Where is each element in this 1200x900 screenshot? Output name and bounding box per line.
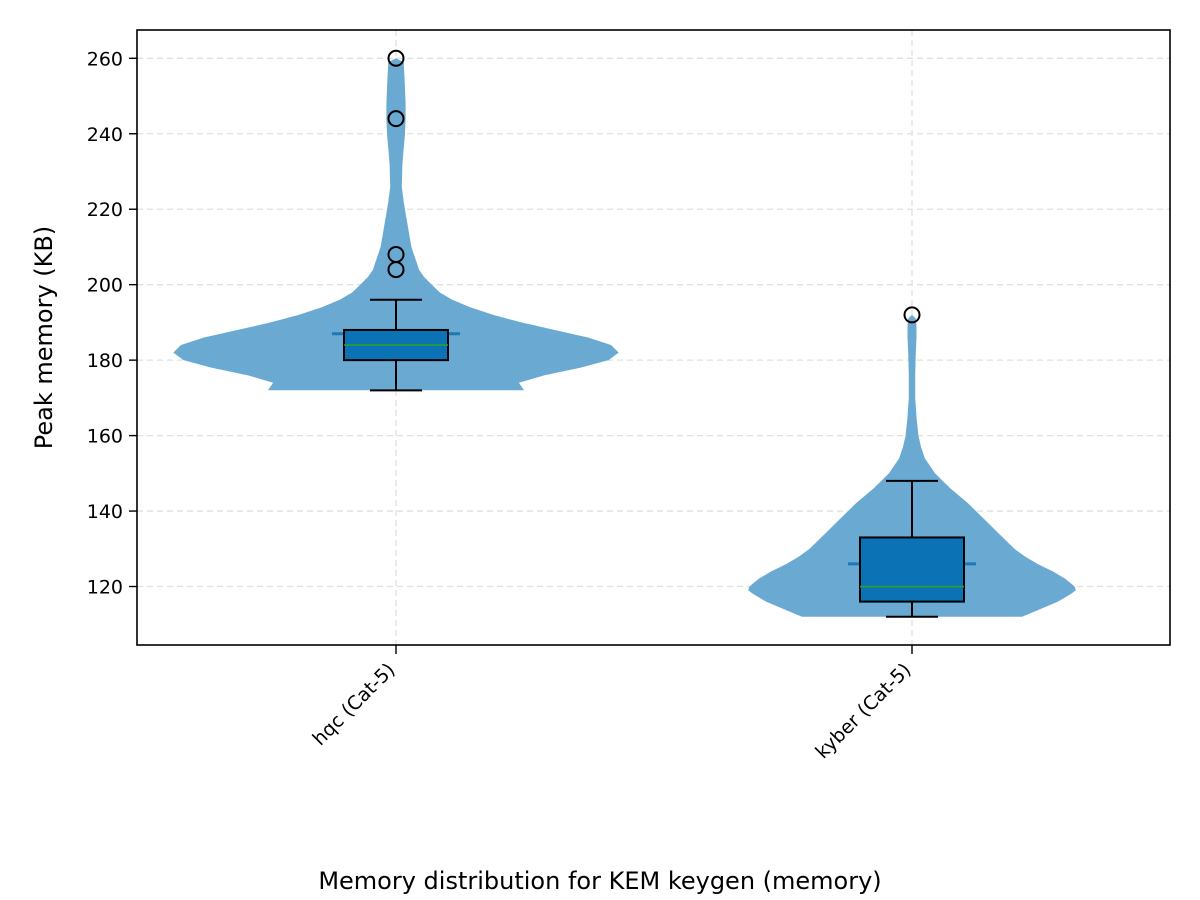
outlier-point bbox=[387, 49, 405, 67]
outlier-point bbox=[387, 245, 405, 263]
violin-body bbox=[748, 314, 1076, 617]
y-tick-label: 220 bbox=[87, 199, 123, 221]
x-axis: hqc (Cat-5) kyber (Cat-5) bbox=[309, 645, 916, 763]
y-tick-label: 180 bbox=[87, 350, 123, 372]
y-tick-label: 140 bbox=[87, 501, 123, 523]
x-tick-label: hqc (Cat-5) bbox=[309, 659, 400, 750]
outlier-point bbox=[903, 306, 921, 324]
chart-caption: Memory distribution for KEM keygen (memo… bbox=[318, 867, 881, 895]
y-tick-label: 120 bbox=[87, 577, 123, 599]
y-tick-label: 240 bbox=[87, 124, 123, 146]
y-tick-label: 200 bbox=[87, 275, 123, 297]
violin-body bbox=[173, 58, 619, 391]
box-layer bbox=[332, 49, 976, 618]
x-tick-label: kyber (Cat-5) bbox=[811, 659, 915, 763]
iqr-box bbox=[859, 536, 965, 603]
y-axis: 120 140 160 180 200 220 240 260 bbox=[87, 48, 137, 599]
outlier-point bbox=[387, 110, 405, 128]
violin-layer bbox=[173, 58, 1076, 617]
y-tick-label: 160 bbox=[87, 426, 123, 448]
plot-frame bbox=[136, 29, 1171, 646]
y-axis-label: Peak memory (KB) bbox=[30, 226, 58, 449]
y-tick-label: 260 bbox=[87, 48, 123, 70]
